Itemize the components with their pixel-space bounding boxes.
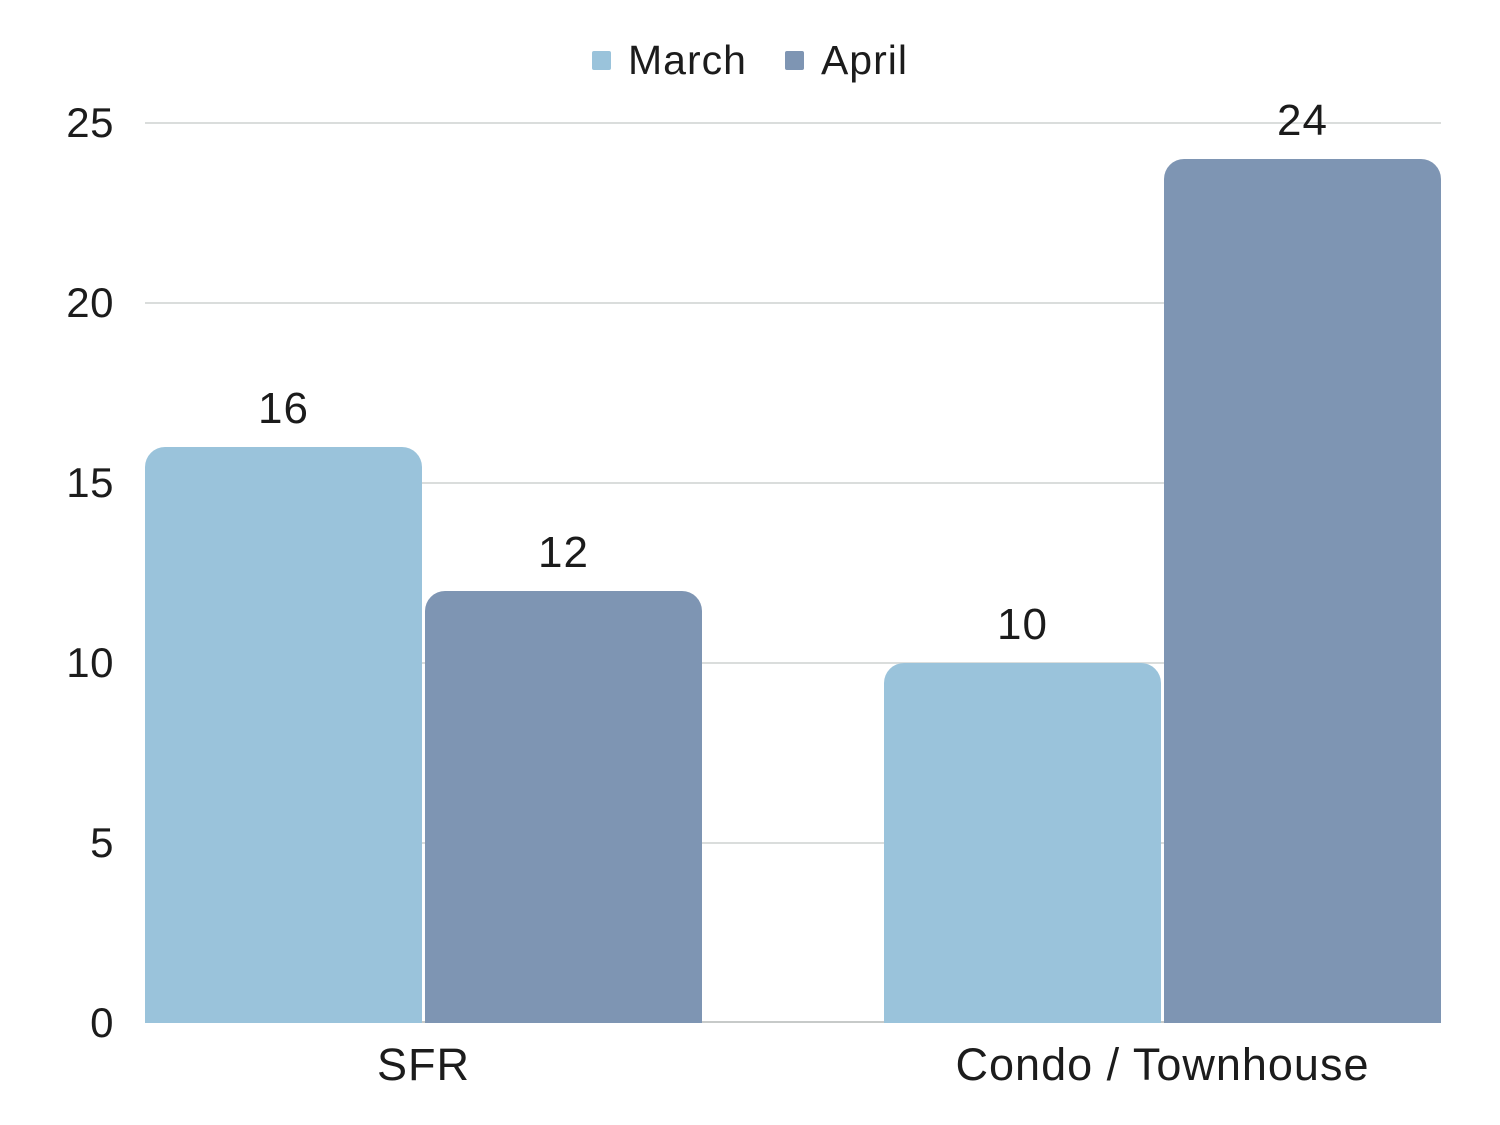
bar-value-label: 24 <box>1277 96 1328 145</box>
bar-value-label: 12 <box>538 528 589 577</box>
x-axis-line <box>145 1021 1441 1023</box>
x-axis-label: SFR <box>377 1039 470 1090</box>
legend-item-march: March <box>592 40 747 81</box>
gridline <box>145 302 1441 304</box>
x-axis-labels: SFR Condo / Townhouse <box>145 1042 1441 1112</box>
plot-area: 16 12 10 24 <box>145 99 1441 1023</box>
bar-value-label: 16 <box>258 384 309 433</box>
bar-value-label: 10 <box>997 600 1048 649</box>
legend-label: March <box>628 37 747 83</box>
bar-group: 10 24 <box>884 99 1441 1023</box>
gridline <box>145 482 1441 484</box>
legend: March April <box>0 40 1500 81</box>
bar-march: 10 <box>884 603 1161 1023</box>
gridline <box>145 662 1441 664</box>
y-tick-label: 0 <box>90 999 114 1046</box>
legend-label: April <box>820 37 908 83</box>
gridline <box>145 842 1441 844</box>
y-tick-label: 5 <box>90 819 114 866</box>
y-tick-label: 10 <box>66 639 114 686</box>
legend-swatch-icon <box>784 51 804 70</box>
bar-group: 16 12 <box>145 123 702 1023</box>
legend-swatch-icon <box>592 51 612 70</box>
bar-april: 12 <box>425 531 702 1023</box>
y-tick-label: 15 <box>66 459 114 506</box>
y-tick-label: 20 <box>66 279 114 326</box>
y-tick-label: 25 <box>66 99 114 146</box>
x-axis-label: Condo / Townhouse <box>955 1039 1370 1090</box>
bar-march: 16 <box>145 387 422 1023</box>
legend-item-april: April <box>784 37 908 83</box>
bar-april: 24 <box>1164 99 1441 1023</box>
y-axis: 0 5 10 15 20 25 <box>0 102 114 1044</box>
gridline <box>145 122 1441 124</box>
